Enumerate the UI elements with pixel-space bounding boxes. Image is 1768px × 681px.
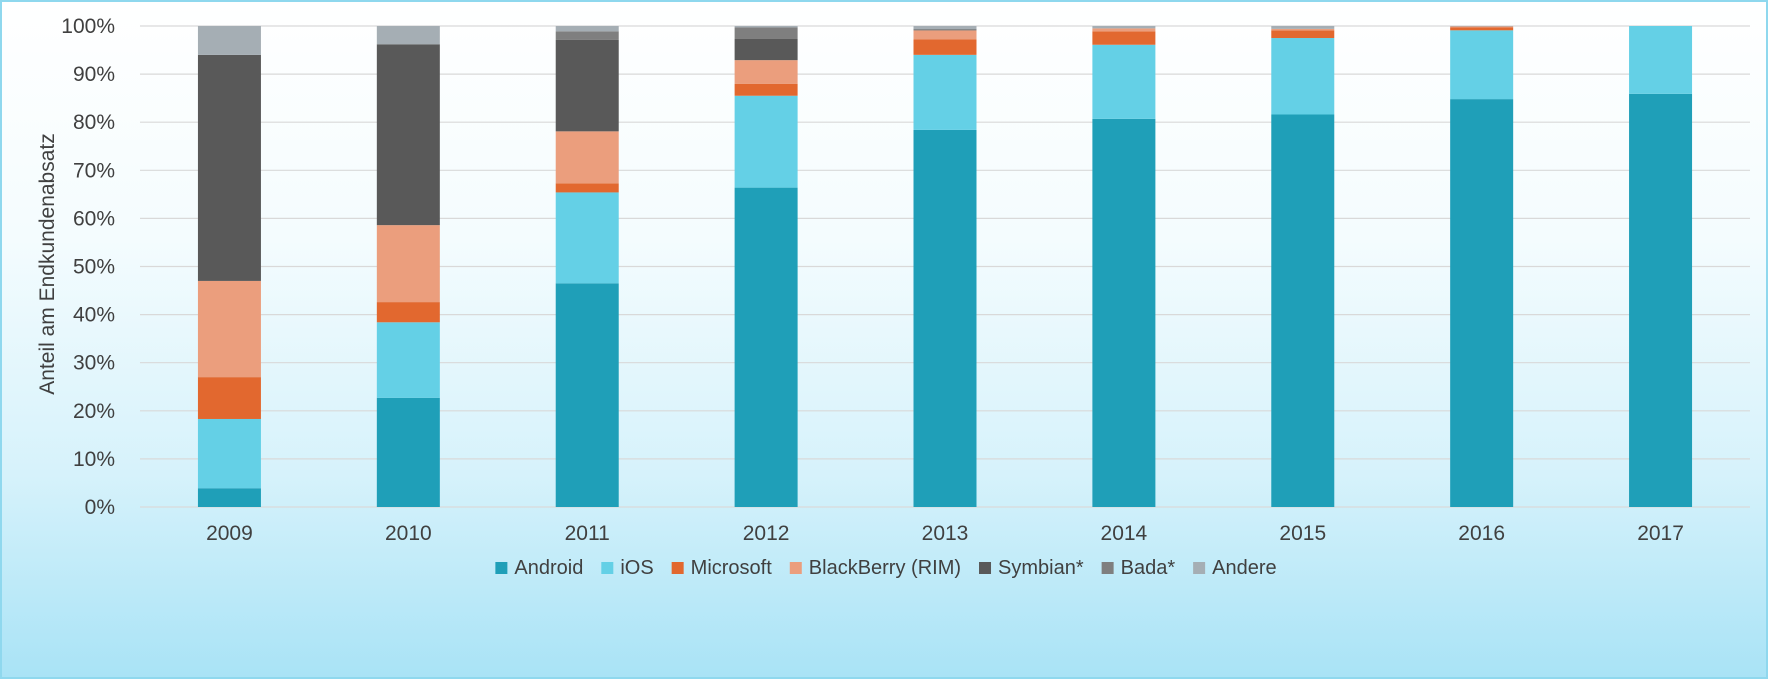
x-tick-label: 2009	[206, 522, 253, 545]
bar-segment	[735, 96, 798, 188]
legend-item: Andere	[1193, 557, 1277, 579]
legend-label: Symbian*	[998, 557, 1084, 579]
bar-segment	[1450, 30, 1513, 99]
legend-swatch	[495, 562, 507, 574]
bar-segment	[914, 26, 977, 29]
legend-swatch	[601, 562, 613, 574]
bar-segment	[735, 60, 798, 84]
bar-segment	[914, 30, 977, 39]
bar-segment	[1092, 45, 1155, 119]
y-axis-title: Anteil am Endkundenabsatz	[36, 133, 59, 395]
legend-swatch	[1102, 562, 1114, 574]
y-tick-label: 20%	[73, 400, 115, 423]
bar-segment	[377, 302, 440, 322]
bar-segment	[556, 283, 619, 507]
x-tick-label: 2013	[922, 522, 969, 545]
bar-segment	[735, 84, 798, 96]
bar-segment	[1271, 30, 1334, 38]
bar-segment	[1092, 31, 1155, 44]
bar-segment	[735, 27, 798, 39]
bar-segment	[198, 26, 261, 55]
bar-segment	[198, 419, 261, 488]
y-tick-label: 40%	[73, 304, 115, 327]
bar-segment	[914, 130, 977, 507]
y-tick-label: 50%	[73, 256, 115, 279]
x-tick-label: 2010	[385, 522, 432, 545]
x-tick-label: 2016	[1458, 522, 1505, 545]
bar-segment	[198, 488, 261, 507]
legend-label: iOS	[620, 557, 653, 579]
legend-item: Microsoft	[672, 557, 773, 579]
bar-segment	[1271, 26, 1334, 29]
legend: Android iOS Microsoft BlackBerry (RIM) Symbi…	[495, 557, 1276, 579]
x-tick-label: 2011	[565, 522, 610, 545]
legend-item: iOS	[601, 557, 653, 579]
bar-segment	[556, 183, 619, 192]
bar-segment	[556, 31, 619, 40]
bar-segment	[556, 40, 619, 131]
legend-label: BlackBerry (RIM)	[809, 557, 961, 579]
y-tick-label: 70%	[73, 159, 115, 182]
bar-segment	[1629, 94, 1692, 507]
legend-label: Microsoft	[691, 557, 773, 579]
legend-label: Andere	[1212, 557, 1277, 579]
bar-segment	[377, 398, 440, 507]
bar-segment	[1092, 26, 1155, 28]
bar-segment	[556, 131, 619, 183]
bar-segment	[914, 55, 977, 130]
bar-segment	[198, 281, 261, 377]
legend-label: Android	[514, 557, 583, 579]
bar-segment	[377, 44, 440, 225]
legend-swatch	[1193, 562, 1205, 574]
bar-segment	[1629, 26, 1692, 94]
legend-item: Android	[495, 557, 583, 579]
x-tick-label: 2014	[1101, 522, 1148, 545]
y-tick-label: 0%	[85, 496, 115, 519]
bar-segment	[1450, 99, 1513, 507]
y-tick-label: 60%	[73, 207, 115, 230]
bar-segment	[1092, 119, 1155, 507]
bar-segment	[377, 322, 440, 398]
bar-segment	[1271, 29, 1334, 30]
bar-segment	[198, 377, 261, 419]
bar-segment	[1092, 28, 1155, 31]
bar-segment	[914, 29, 977, 30]
x-axis-ticks: 2009 2010 2011 2012 2013 2014 2015 2016 2017	[206, 522, 1684, 545]
bar-segment	[1450, 27, 1513, 30]
bar-segment	[914, 39, 977, 54]
bar-segment	[1271, 115, 1334, 507]
legend-swatch	[790, 562, 802, 574]
legend-label: Bada*	[1121, 557, 1176, 579]
y-tick-label: 80%	[73, 111, 115, 134]
legend-item: Symbian*	[979, 557, 1084, 579]
x-tick-label: 2015	[1279, 522, 1326, 545]
legend-swatch	[979, 562, 991, 574]
legend-item: Bada*	[1102, 557, 1176, 579]
bar-segment	[198, 55, 261, 281]
y-tick-label: 90%	[73, 63, 115, 86]
legend-item: BlackBerry (RIM)	[790, 557, 961, 579]
x-tick-label: 2012	[743, 522, 790, 545]
bar-segment	[1271, 38, 1334, 114]
bar-segment	[735, 39, 798, 60]
bar-segment	[556, 192, 619, 283]
bar-segment	[735, 26, 798, 27]
legend-swatch	[672, 562, 684, 574]
y-axis-ticks: 0% 10% 20% 30% 40% 50% 60% 70% 80% 90% 100%	[61, 15, 115, 519]
bar-segment	[556, 26, 619, 31]
bar-segment	[1450, 26, 1513, 27]
y-tick-label: 100%	[61, 15, 115, 38]
bar-segment	[377, 26, 440, 44]
x-tick-label: 2017	[1637, 522, 1684, 545]
bar-segment	[735, 188, 798, 507]
bars	[198, 26, 1692, 507]
y-tick-label: 30%	[73, 352, 115, 375]
y-tick-label: 10%	[73, 448, 115, 471]
bar-segment	[377, 225, 440, 302]
